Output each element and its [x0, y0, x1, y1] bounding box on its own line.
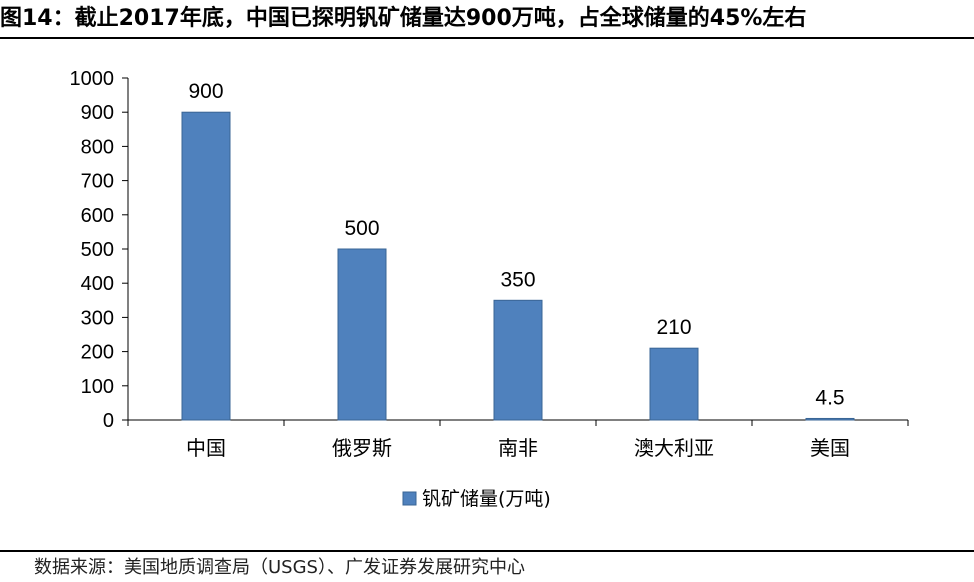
y-tick-label: 100 [81, 376, 114, 398]
y-tick-label: 400 [81, 273, 114, 295]
bar [337, 248, 387, 421]
title-rule [0, 37, 974, 39]
x-category-label: 美国 [810, 436, 850, 460]
y-tick-label: 700 [81, 171, 114, 193]
x-category-label: 南非 [498, 436, 538, 460]
y-tick-label: 0 [103, 410, 114, 432]
y-tick-label: 600 [81, 205, 114, 227]
legend-label: 钒矿储量(万吨) [422, 488, 551, 510]
data-label: 210 [656, 316, 691, 339]
data-label: 4.5 [815, 386, 844, 409]
data-label: 900 [188, 80, 223, 103]
y-tick-label: 800 [81, 136, 114, 158]
data-label-group: 900 500 350 210 4.5 [188, 80, 844, 409]
x-category-label: 中国 [186, 436, 226, 460]
figure-title: 图14：截止2017年底，中国已探明钒矿储量达900万吨，占全球储量的45%左右 [0, 6, 807, 31]
source-rule [0, 550, 974, 552]
x-category-label: 俄罗斯 [332, 436, 392, 460]
bar-group [181, 111, 855, 421]
bar [181, 111, 231, 421]
y-tick-label: 900 [81, 102, 114, 124]
legend: 钒矿储量(万吨) [402, 488, 551, 510]
y-tick-label: 500 [81, 239, 114, 261]
y-tick-label: 1000 [70, 68, 115, 90]
data-label: 500 [344, 217, 379, 240]
bar [493, 299, 543, 421]
legend-swatch [402, 491, 417, 506]
y-axis: 0 100 200 300 400 500 600 700 800 900 1000 [70, 68, 129, 432]
x-axis: 中国 俄罗斯 南非 澳大利亚 美国 [127, 419, 909, 460]
bar-chart: 0 100 200 300 400 500 600 700 800 900 1000 中国 俄罗斯 南非… [70, 68, 909, 510]
x-category-label: 澳大利亚 [634, 436, 714, 460]
data-label: 350 [500, 268, 535, 291]
source-note: 数据来源：美国地质调查局（USGS）、广发证券发展研究中心 [34, 557, 525, 578]
y-tick-label: 200 [81, 342, 114, 364]
y-tick-label: 300 [81, 307, 114, 329]
bar [649, 347, 699, 421]
bar [805, 417, 855, 421]
y-tick-group: 0 100 200 300 400 500 600 700 800 900 1000 [70, 68, 128, 432]
x-label-group: 中国 俄罗斯 南非 澳大利亚 美国 [127, 420, 909, 460]
